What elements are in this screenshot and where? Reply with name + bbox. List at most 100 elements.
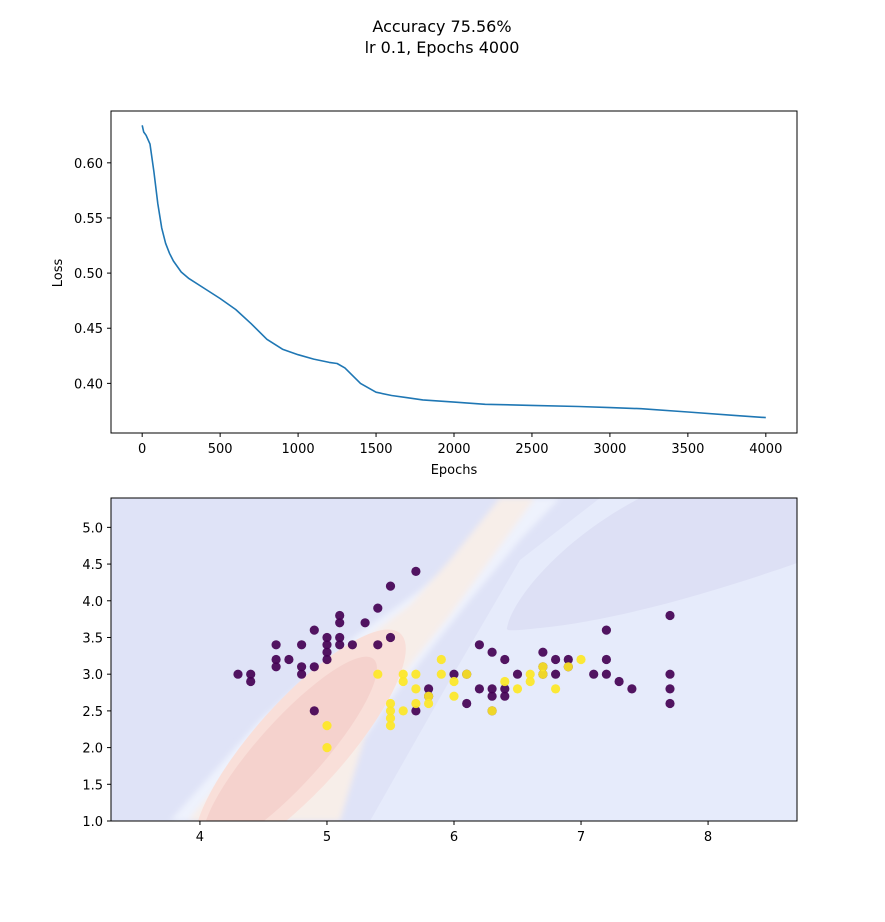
scatter-point-class-0 — [360, 618, 370, 628]
y-tick-label: 0.45 — [74, 322, 103, 337]
scatter-point-class-0 — [284, 654, 294, 665]
loss-marks — [141, 125, 766, 419]
decision-axis-ticks: 4 5 6 7 8 1.0 1.5 2.0 2.5 3.0 3.5 4.0 4.5 5.0 — [82, 521, 712, 845]
scatter-point-class-1 — [538, 669, 548, 679]
scatter-point-class-0 — [309, 625, 319, 635]
scatter-point-class-0 — [373, 603, 383, 613]
scatter-point-class-0 — [322, 654, 332, 665]
scatter-point-class-1 — [322, 743, 332, 753]
scatter-point-class-0 — [373, 640, 383, 650]
scatter-point-class-0 — [665, 698, 675, 709]
scatter-point-class-0 — [601, 625, 612, 635]
y-tick-label: 5.0 — [82, 521, 103, 536]
loss-plot-area — [111, 111, 797, 433]
y-tick-label: 0.60 — [74, 157, 103, 172]
scatter-point-class-1 — [551, 684, 561, 694]
scatter-point-class-0 — [487, 647, 497, 657]
contour-level-warm-inner — [203, 656, 377, 821]
scatter-point-class-0 — [538, 647, 548, 657]
scatter-point-class-0 — [297, 662, 307, 672]
scatter-point-class-0 — [411, 566, 421, 577]
scatter-point-class-0 — [500, 684, 510, 694]
scatter-point-class-0 — [665, 684, 675, 694]
scatter-point-class-1 — [436, 654, 446, 665]
scatter-point-class-1 — [449, 676, 459, 687]
scatter-point-class-0 — [487, 684, 497, 694]
scatter-point-class-0 — [487, 691, 497, 701]
loss-series-line-0 — [141, 125, 766, 419]
x-tick-label: 1000 — [282, 442, 315, 457]
x-tick-label: 500 — [208, 442, 233, 457]
scatter-point-class-1 — [398, 669, 408, 679]
scatter-point-class-0 — [512, 669, 523, 679]
y-tick-label: 2.5 — [82, 705, 103, 720]
y-tick-label: 1.0 — [82, 815, 103, 830]
scatter-point-class-1 — [411, 684, 421, 694]
figure-title-line1: Accuracy 75.56% — [372, 17, 511, 36]
loss-axis-ticks: 0 500 1000 1500 2000 2500 3000 3500 4000 0.40 0.45… — [74, 157, 782, 457]
scatter-point-class-0 — [385, 581, 396, 591]
scatter-point-class-1 — [385, 698, 396, 709]
scatter-point-class-1 — [576, 654, 586, 665]
decision-boundary-plot: 4 5 6 7 8 1.0 1.5 2.0 2.5 3.0 3.5 4.0 4.5 5.0 — [82, 497, 798, 845]
scatter-point-class-0 — [563, 654, 573, 665]
decision-contour — [111, 498, 797, 821]
x-tick-label: 4 — [196, 830, 204, 845]
scatter-point-class-0 — [335, 640, 345, 650]
scatter-point-class-0 — [322, 632, 332, 643]
x-tick-label: 1500 — [359, 442, 392, 457]
scatter-point-class-0 — [271, 640, 281, 650]
scatter-point-class-1 — [322, 721, 332, 731]
y-tick-label: 1.5 — [82, 778, 103, 793]
scatter-point-class-0 — [335, 632, 345, 643]
scatter-point-class-0 — [665, 669, 675, 679]
scatter-point-class-1 — [462, 669, 472, 679]
scatter-point-class-0 — [385, 632, 396, 643]
scatter-point-class-1 — [538, 662, 548, 672]
scatter-point-class-1 — [512, 684, 523, 694]
scatter-point-class-0 — [424, 684, 434, 694]
scatter-point-class-0 — [271, 662, 281, 672]
scatter-marks — [233, 566, 675, 753]
scatter-point-class-1 — [411, 669, 421, 679]
x-tick-label: 3000 — [593, 442, 626, 457]
scatter-point-class-1 — [525, 676, 535, 687]
scatter-point-class-0 — [601, 654, 612, 665]
scatter-point-class-0 — [614, 676, 624, 687]
scatter-point-class-0 — [462, 698, 472, 709]
scatter-point-class-1 — [487, 706, 497, 716]
scatter-point-class-0 — [589, 669, 599, 679]
scatter-point-class-0 — [297, 640, 307, 650]
contour-level-upper-right — [506, 498, 797, 631]
scatter-point-class-0 — [551, 669, 561, 679]
scatter-point-class-1 — [385, 706, 396, 716]
scatter-point-class-0 — [500, 654, 510, 665]
loss-x-axis-label: Epochs — [431, 463, 478, 478]
scatter-point-class-0 — [297, 669, 307, 679]
scatter-point-class-0 — [271, 654, 281, 665]
scatter-point-class-1 — [424, 698, 434, 709]
scatter-point-class-0 — [233, 669, 243, 679]
y-tick-label: 0.50 — [74, 267, 103, 282]
scatter-point-class-0 — [347, 640, 357, 650]
scatter-point-class-1 — [411, 698, 421, 709]
scatter-point-class-0 — [665, 610, 675, 621]
y-tick-label: 0.55 — [74, 212, 103, 227]
scatter-point-class-0 — [335, 618, 345, 628]
scatter-point-class-1 — [563, 662, 573, 672]
scatter-point-class-0 — [335, 610, 345, 621]
loss-plot: 0 500 1000 1500 2000 2500 3000 3500 4000 0.40 0.45… — [51, 110, 798, 478]
scatter-point-class-0 — [627, 684, 637, 694]
scatter-point-class-1 — [525, 669, 535, 679]
scatter-point-class-0 — [411, 706, 421, 716]
scatter-point-class-1 — [373, 669, 383, 679]
scatter-point-class-0 — [309, 662, 319, 672]
x-tick-label: 2000 — [437, 442, 470, 457]
scatter-point-class-0 — [474, 640, 484, 650]
y-tick-label: 2.0 — [82, 742, 103, 757]
x-tick-label: 4000 — [749, 442, 782, 457]
y-tick-label: 4.0 — [82, 595, 103, 610]
scatter-point-class-0 — [246, 669, 256, 679]
scatter-point-class-1 — [398, 706, 408, 716]
x-tick-label: 5 — [323, 830, 331, 845]
